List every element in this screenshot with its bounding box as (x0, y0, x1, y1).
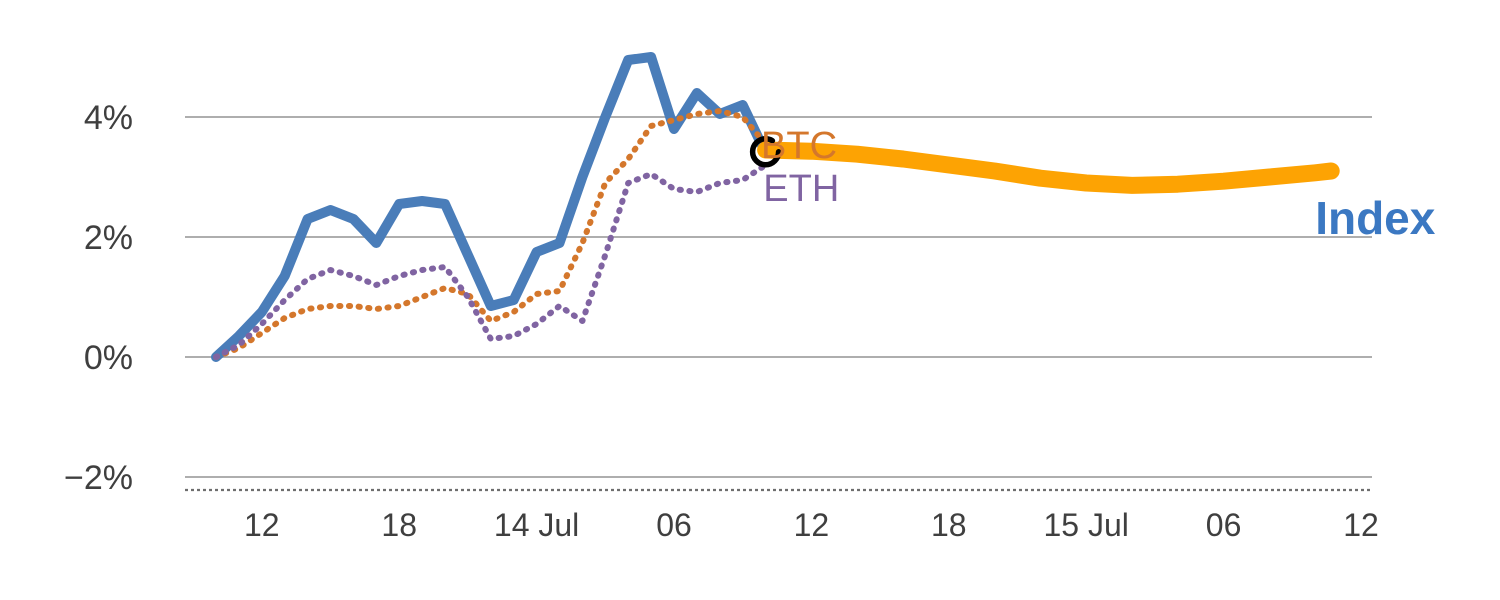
y-axis-label: −2% (64, 459, 133, 497)
series-label-eth: ETH (763, 168, 839, 210)
x-axis-label: 18 (381, 507, 417, 543)
y-axis-label: 2% (84, 219, 133, 257)
x-axis-label: 18 (931, 507, 967, 543)
x-axis-label: 06 (656, 507, 692, 543)
series-label-index: Index (1315, 192, 1436, 244)
y-axis-label: 4% (84, 99, 133, 137)
series-line-btc (213, 108, 769, 360)
series-line-index (211, 52, 771, 362)
x-axis-label: 14 Jul (494, 507, 579, 543)
current-point-marker (749, 136, 782, 168)
x-axis-label: 12 (244, 507, 280, 543)
x-axis-label: 12 (794, 507, 830, 543)
x-axis-label: 15 Jul (1044, 507, 1129, 543)
series-line-eth (213, 162, 769, 360)
series-line-index-forecast (757, 141, 1340, 194)
x-axis-label: 06 (1206, 507, 1242, 543)
series-label-btc: BTC (761, 125, 837, 167)
x-axis-label: 12 (1343, 507, 1379, 543)
y-axis-label: 0% (84, 339, 133, 377)
